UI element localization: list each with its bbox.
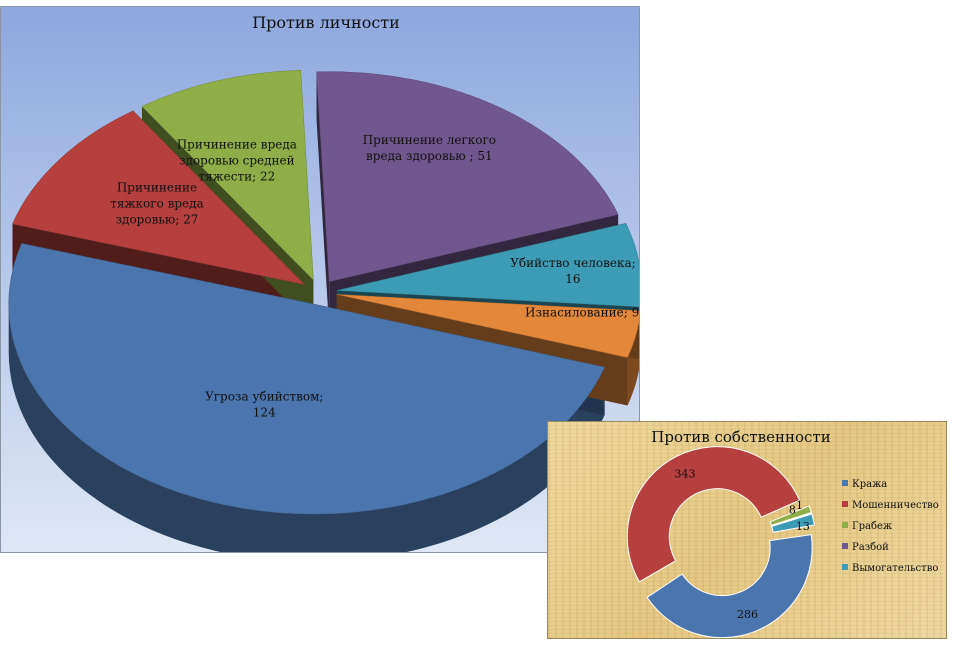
legend-swatch-грабеж (842, 522, 848, 528)
personal-crimes-pie-svg: Против личности Угроза убийством; 124 Прич… (8, 13, 639, 552)
legend-entry-разбой: Разбой (852, 542, 889, 553)
doughnut-slices (626, 446, 816, 638)
pie-slice-угроза-убийством (8, 243, 605, 515)
doughnut-slice-вымогательство (771, 513, 816, 533)
data-label-причинение-легкого-вреда-здоровью: Причинение легкого вреда здоровью ; 51 (363, 133, 496, 163)
legend-swatch-вымогательство (842, 564, 848, 570)
pie-slice-убийство-человека (336, 223, 639, 308)
legend-entry-кража: Кража (852, 479, 887, 490)
pie-data-labels: Угроза убийством; 124 Причинение тяжкого вр… (110, 133, 639, 420)
data-label-угроза-убийством: Угроза убийством; 124 (205, 389, 323, 419)
personal-crimes-pie-chart: Против личности Угроза убийством; 124 Прич… (0, 6, 640, 553)
pie-slice-wall-причинение-легкого-вреда-здоровью (316, 71, 330, 330)
legend-swatch-кража (842, 480, 848, 486)
data-label-кража: 286 (737, 608, 758, 621)
legend-entry-вымогательство: Вымогательство (852, 563, 938, 574)
legend-swatch-разбой (842, 543, 848, 549)
property-crimes-doughnut-svg: Против собственности 286 343 8 1 13 Кража Мош… (626, 428, 939, 638)
legend-entry-мошенничество: Мошенничество (852, 500, 939, 511)
pie-slice-причинение-вреда-здоровью-средней-тяжести (141, 69, 314, 281)
pie-slice-причинение-легкого-вреда-здоровью (316, 71, 619, 282)
pie-slice-изнасилование (336, 294, 639, 358)
doughnut-slice-кража (646, 534, 813, 638)
chart-legend: Кража Мошенничество Грабеж Разбой Вымогатель… (842, 479, 939, 574)
data-label-убийство-человека: Убийство человека; 16 (510, 256, 635, 286)
legend-swatch-мошенничество (842, 501, 848, 507)
data-label-вымогательство: 13 (796, 520, 810, 533)
data-label-грабеж: 8 (789, 504, 796, 517)
pie-slice-причинение-тяжкого-вреда-здоровью (12, 110, 306, 285)
data-label-мошенничество: 343 (675, 467, 696, 480)
chart-title: Против собственности (651, 428, 830, 446)
data-label-причинение-тяжкого-вреда-здоровью: Причинение тяжкого вреда здоровью; 27 (110, 180, 203, 226)
doughnut-slice-мошенничество (626, 446, 801, 583)
property-crimes-doughnut-chart: Против собственности 286 343 8 1 13 Кража Мош… (547, 421, 947, 639)
data-label-разбой: 1 (796, 499, 803, 512)
pie-slices (8, 69, 639, 515)
data-label-причинение-вреда-здоровью-средней-тяжести: Причинение вреда здоровью средней тяжести;… (177, 137, 297, 183)
data-label-изнасилование: Изнасилование; 9 (525, 305, 639, 319)
legend-entry-грабеж: Грабеж (852, 521, 893, 532)
doughnut-data-labels: 286 343 8 1 13 (675, 467, 810, 621)
chart-title: Против личности (252, 13, 400, 32)
